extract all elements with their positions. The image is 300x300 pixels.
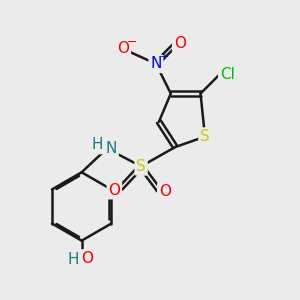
Text: O: O [174,35,186,50]
Text: S: S [200,129,210,144]
Text: N: N [150,56,162,71]
Text: +: + [160,52,169,62]
Text: N: N [106,141,117,156]
Text: Cl: Cl [220,67,235,82]
Text: S: S [136,159,146,174]
Text: O: O [108,183,120,198]
Text: O: O [117,41,129,56]
Text: O: O [159,184,171,199]
Text: −: − [126,36,137,49]
Text: O: O [81,251,93,266]
Text: H: H [92,137,103,152]
Text: H: H [68,253,79,268]
